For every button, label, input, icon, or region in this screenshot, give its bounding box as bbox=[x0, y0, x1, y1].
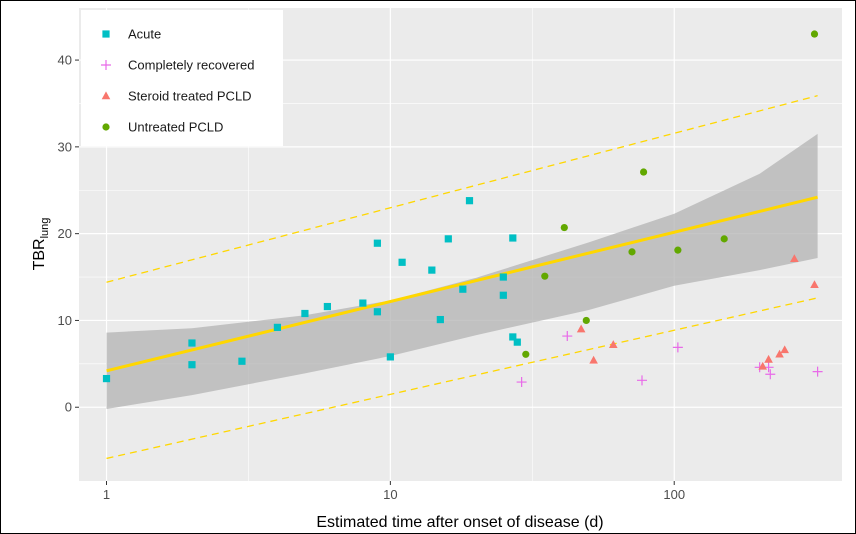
point-steroid-treated-pcld bbox=[608, 340, 618, 348]
y-axis-title-main: TBR bbox=[31, 238, 48, 270]
point-acute bbox=[465, 197, 474, 205]
point-acute bbox=[102, 374, 111, 383]
legend-key-untreated-pcld bbox=[102, 123, 110, 131]
point-steroid-treated-pcld bbox=[810, 280, 819, 289]
point-untreated-pcld bbox=[628, 248, 636, 256]
point-completely-recovered bbox=[812, 366, 823, 377]
point-steroid-treated-pcld bbox=[780, 345, 789, 354]
point-acute bbox=[359, 299, 367, 307]
point-acute bbox=[238, 357, 246, 365]
point-untreated-pcld bbox=[582, 316, 590, 325]
y-tick-label: 30 bbox=[58, 139, 72, 154]
x-tick-label: 100 bbox=[663, 487, 685, 502]
point-acute bbox=[398, 258, 406, 266]
point-completely-recovered bbox=[562, 331, 573, 342]
legend: Acute Completely recovered Steroid treated… bbox=[81, 10, 283, 146]
axes-layer: 1 10 100 0 10 20 30 40 bbox=[58, 53, 686, 502]
point-steroid-treated-pcld bbox=[758, 361, 768, 370]
point-untreated-pcld bbox=[522, 350, 530, 358]
point-acute bbox=[436, 315, 444, 324]
point-steroid-treated-pcld bbox=[764, 354, 773, 363]
point-acute bbox=[513, 338, 521, 346]
point-untreated-pcld bbox=[720, 235, 728, 243]
prediction-lower-line bbox=[106, 297, 818, 460]
point-steroid-treated-pcld bbox=[576, 324, 586, 333]
y-tick-label: 20 bbox=[58, 226, 72, 241]
legend-label-completely-recovered: Completely recovered bbox=[128, 58, 254, 73]
legend-box bbox=[81, 10, 283, 146]
x-axis-title: Estimated time after onset of disease (d… bbox=[316, 514, 603, 531]
point-acute bbox=[273, 323, 282, 331]
confidence-ribbon-layer bbox=[106, 133, 818, 409]
point-steroid-treated-pcld bbox=[790, 254, 799, 263]
regression-lines-layer bbox=[106, 95, 818, 460]
point-completely-recovered bbox=[637, 375, 648, 386]
point-acute bbox=[373, 239, 381, 247]
point-completely-recovered bbox=[672, 342, 683, 353]
y-tick-label: 0 bbox=[65, 400, 72, 415]
point-acute bbox=[499, 291, 507, 299]
point-steroid-treated-pcld bbox=[589, 355, 598, 364]
point-acute bbox=[428, 266, 436, 274]
legend-label-steroid-treated-pcld: Steroid treated PCLD bbox=[128, 89, 252, 104]
legend-key-completely-recovered bbox=[101, 60, 111, 70]
confidence-ribbon bbox=[106, 133, 818, 409]
point-untreated-pcld bbox=[674, 246, 682, 254]
point-acute bbox=[301, 309, 309, 318]
point-acute bbox=[386, 353, 394, 361]
point-acute bbox=[188, 339, 196, 347]
point-untreated-pcld bbox=[560, 223, 568, 232]
x-tick-label: 1 bbox=[103, 487, 110, 502]
y-tick-label: 40 bbox=[58, 53, 72, 68]
point-acute bbox=[444, 235, 452, 243]
point-completely-recovered bbox=[516, 377, 527, 388]
point-steroid-treated-pcld bbox=[775, 349, 784, 358]
y-axis-title-subscript: lung bbox=[39, 218, 51, 239]
point-untreated-pcld bbox=[541, 272, 549, 280]
legend-label-untreated-pcld: Untreated PCLD bbox=[128, 120, 223, 135]
point-acute bbox=[509, 234, 517, 242]
legend-key-acute bbox=[102, 30, 110, 38]
point-acute bbox=[188, 361, 196, 369]
point-untreated-pcld bbox=[810, 30, 819, 38]
point-untreated-pcld bbox=[639, 168, 648, 176]
prediction-upper-line bbox=[106, 95, 818, 283]
point-acute bbox=[459, 285, 467, 293]
point-completely-recovered bbox=[765, 369, 776, 380]
regression-fit-line bbox=[106, 195, 818, 373]
y-axis-title: TBRlung bbox=[31, 218, 51, 271]
point-acute bbox=[323, 302, 331, 311]
y-tick-label: 10 bbox=[58, 313, 72, 328]
x-tick-label: 10 bbox=[383, 487, 397, 502]
data-points-layer bbox=[102, 30, 823, 388]
point-acute bbox=[373, 308, 381, 316]
point-acute bbox=[499, 273, 507, 281]
legend-label-acute: Acute bbox=[128, 27, 161, 42]
legend-key-steroid-treated-pcld bbox=[101, 91, 111, 100]
point-acute bbox=[509, 333, 517, 341]
